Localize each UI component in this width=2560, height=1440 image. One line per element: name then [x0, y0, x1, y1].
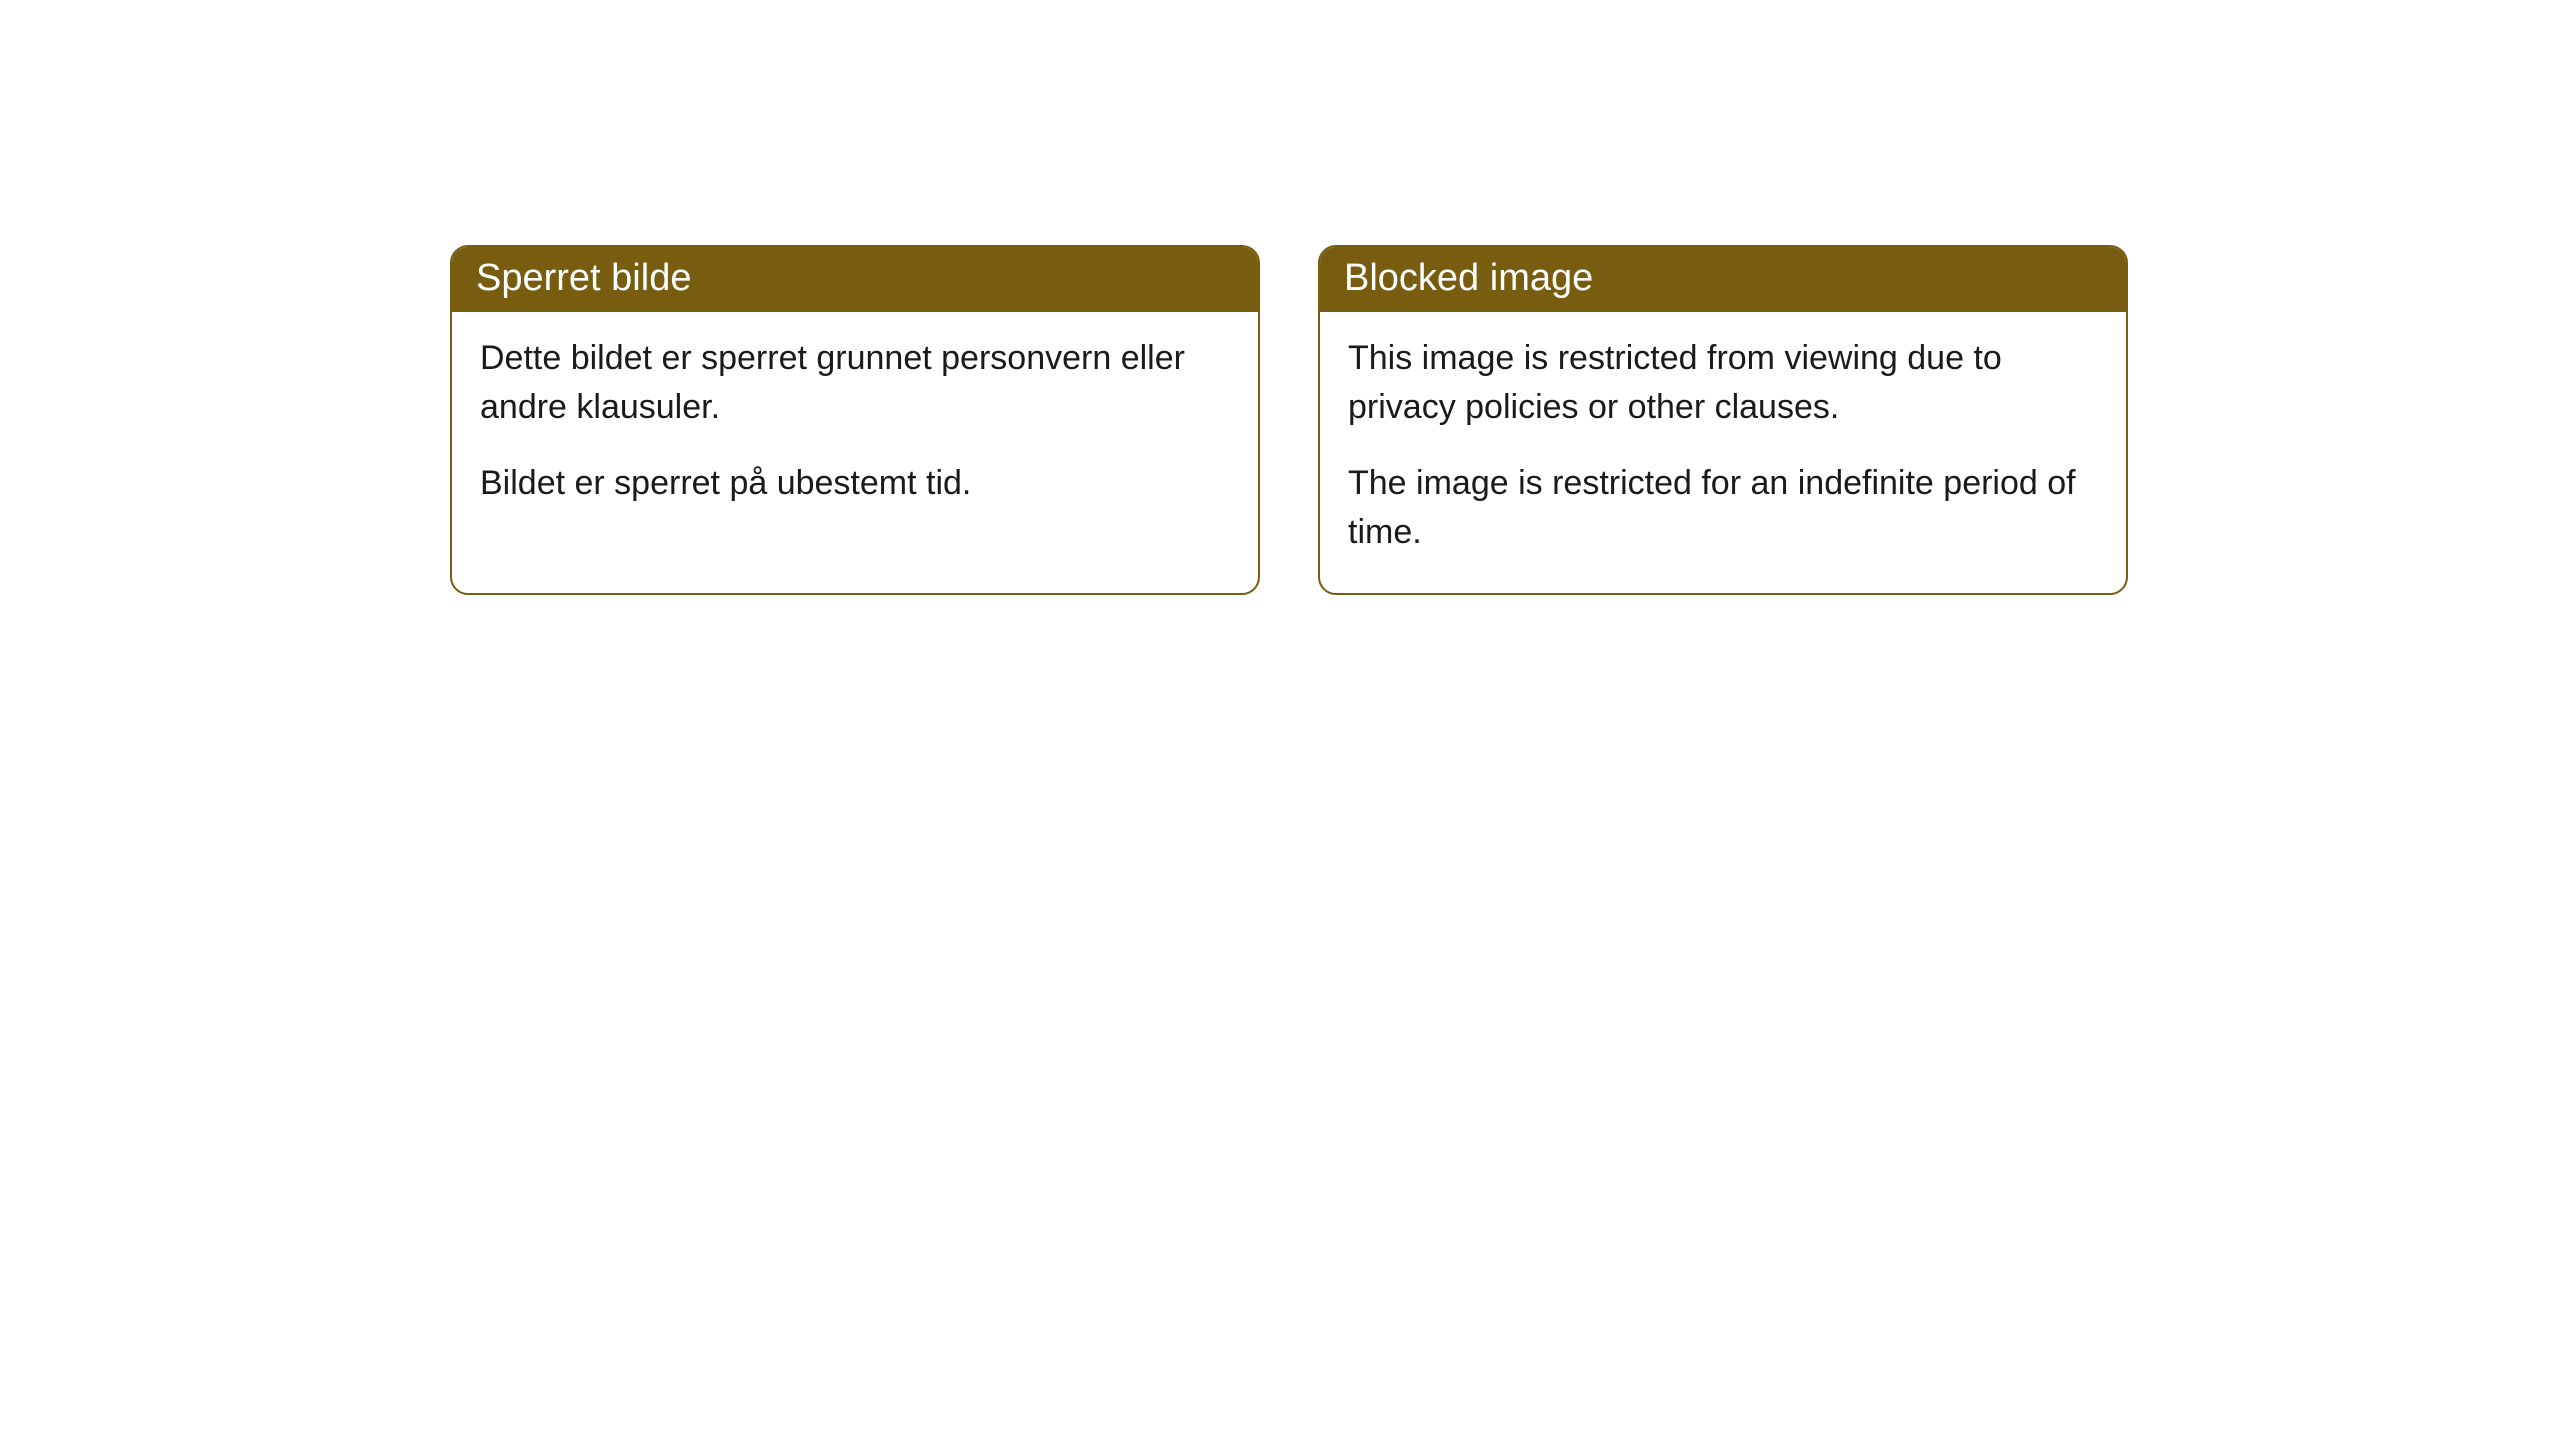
- card-paragraph: Dette bildet er sperret grunnet personve…: [480, 334, 1230, 433]
- card-paragraph: The image is restricted for an indefinit…: [1348, 459, 2098, 558]
- notice-card-english: Blocked image This image is restricted f…: [1318, 245, 2128, 595]
- card-paragraph: This image is restricted from viewing du…: [1348, 334, 2098, 433]
- card-paragraph: Bildet er sperret på ubestemt tid.: [480, 459, 1230, 508]
- card-body: Dette bildet er sperret grunnet personve…: [452, 312, 1258, 544]
- card-title: Sperret bilde: [476, 257, 691, 299]
- notice-card-norwegian: Sperret bilde Dette bildet er sperret gr…: [450, 245, 1260, 595]
- notice-cards-container: Sperret bilde Dette bildet er sperret gr…: [450, 245, 2560, 595]
- card-header: Blocked image: [1320, 247, 2126, 312]
- card-title: Blocked image: [1344, 257, 1593, 299]
- card-header: Sperret bilde: [452, 247, 1258, 312]
- card-body: This image is restricted from viewing du…: [1320, 312, 2126, 593]
